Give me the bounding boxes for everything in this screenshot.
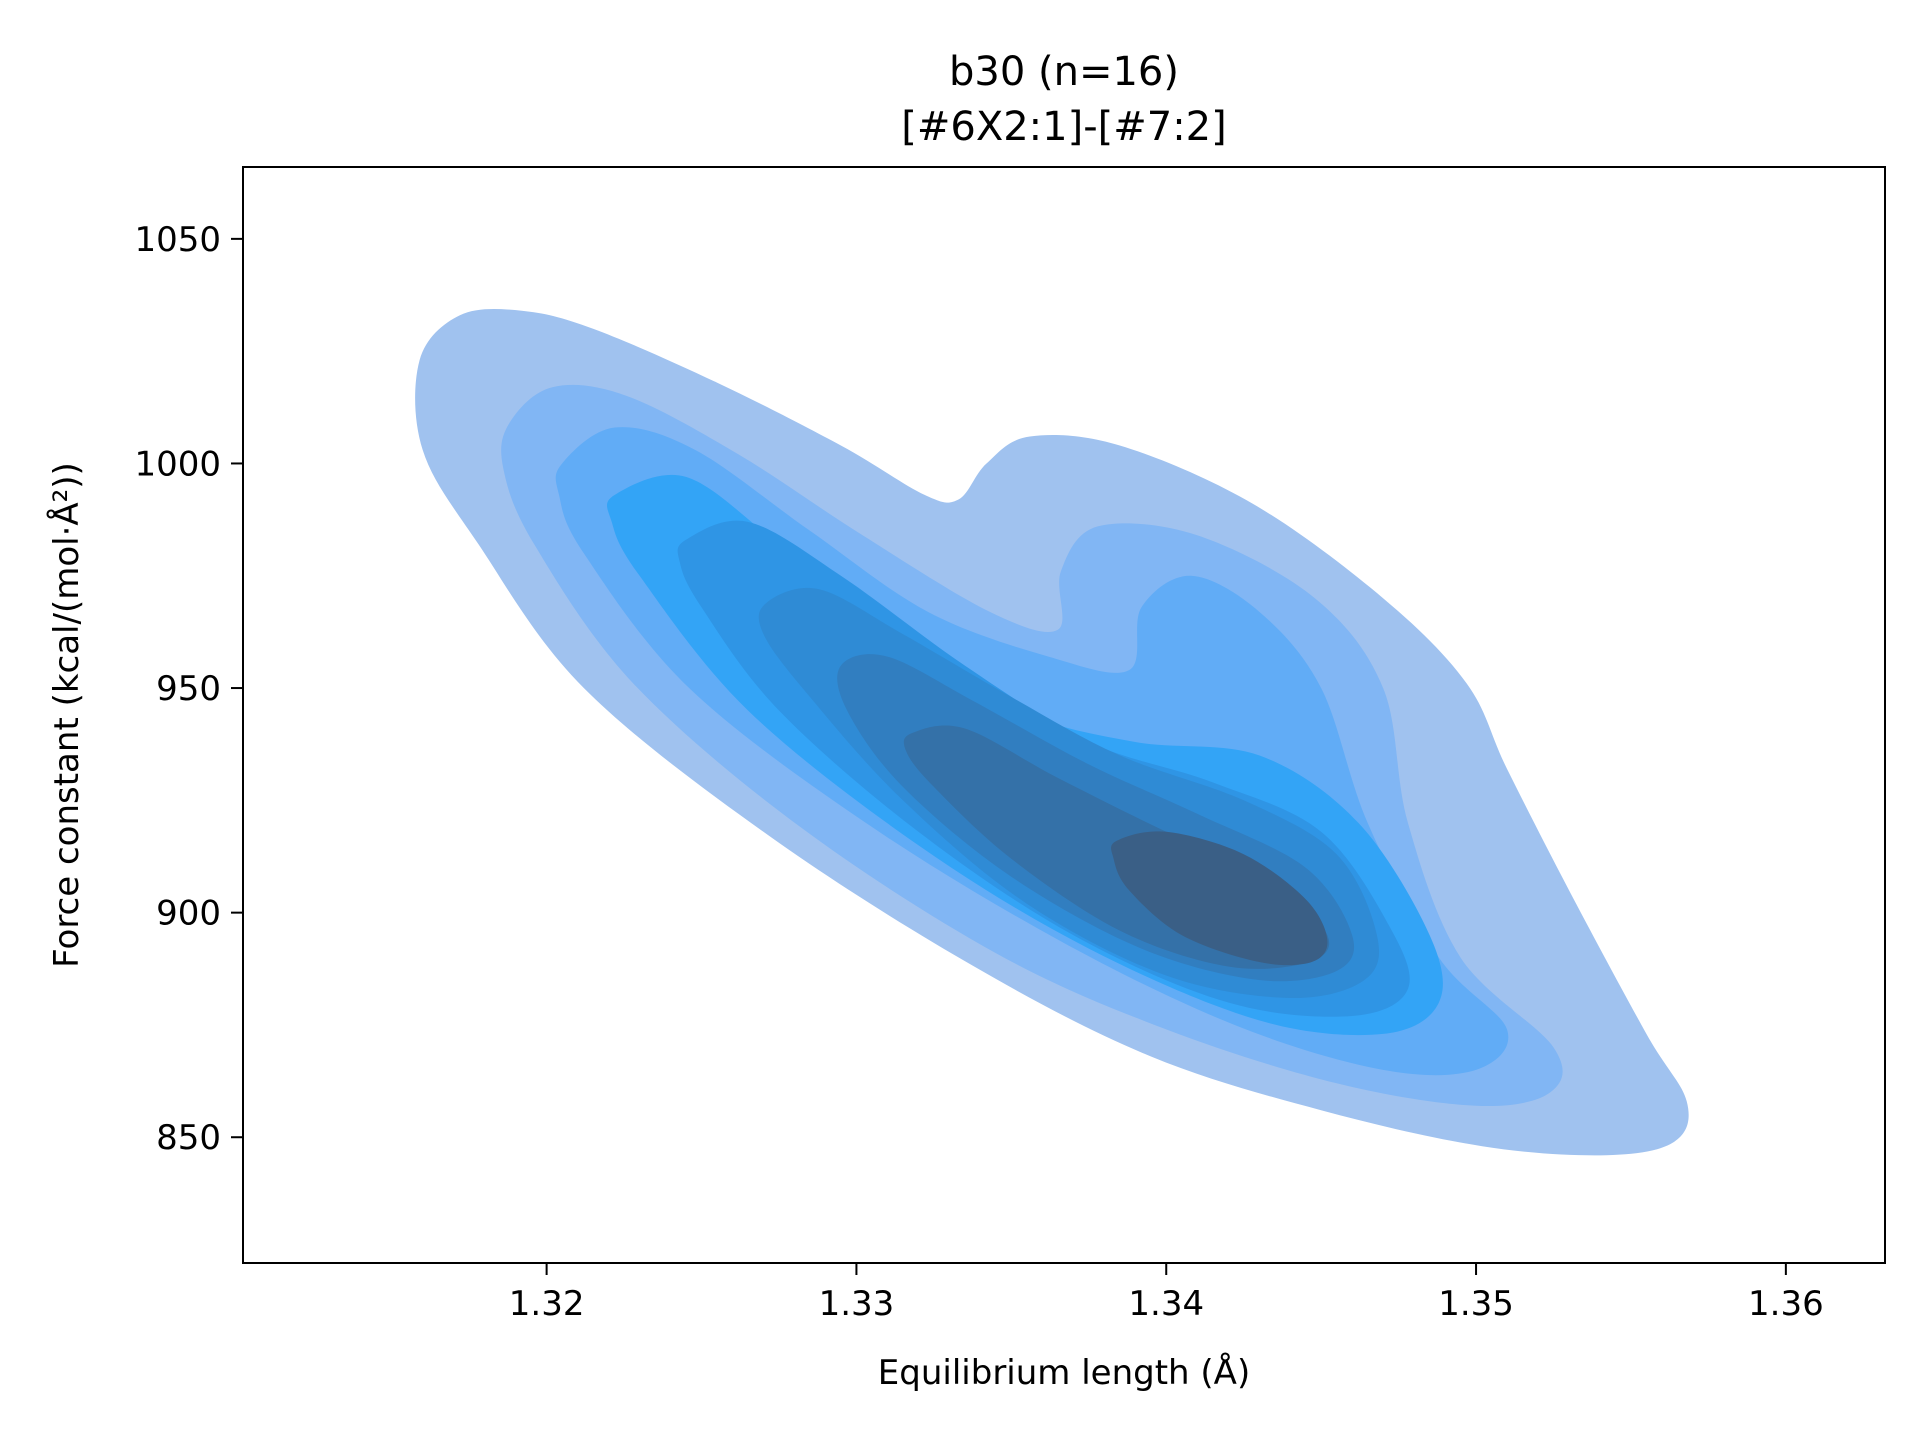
x-tick-label: 1.33	[819, 1284, 895, 1324]
x-tick-label: 1.35	[1438, 1284, 1514, 1324]
x-tick-label: 1.34	[1128, 1284, 1204, 1324]
plot-frame	[242, 166, 1886, 1264]
axis-ticks: 1.32 1.33 1.34 1.35 1.36 850 900 950 1000 1050	[134, 220, 1823, 1324]
y-tick-label: 850	[156, 1118, 221, 1158]
density-contours	[415, 308, 1689, 1156]
y-tick-label: 950	[156, 669, 221, 709]
x-axis-label: Equilibrium length (Å)	[878, 1352, 1250, 1393]
y-tick-label: 1050	[134, 220, 221, 260]
y-tick-label: 900	[156, 894, 221, 934]
x-tick-label: 1.36	[1748, 1284, 1824, 1324]
chart-subtitle: [#6X2:1]-[#7:2]	[901, 104, 1227, 150]
y-tick-label: 1000	[134, 444, 221, 484]
chart-title: b30 (n=16)	[949, 49, 1179, 95]
y-axis-label: Force constant (kcal/(mol·Å²))	[46, 462, 87, 968]
density-level-9	[1111, 831, 1328, 966]
x-tick-label: 1.32	[509, 1284, 585, 1324]
